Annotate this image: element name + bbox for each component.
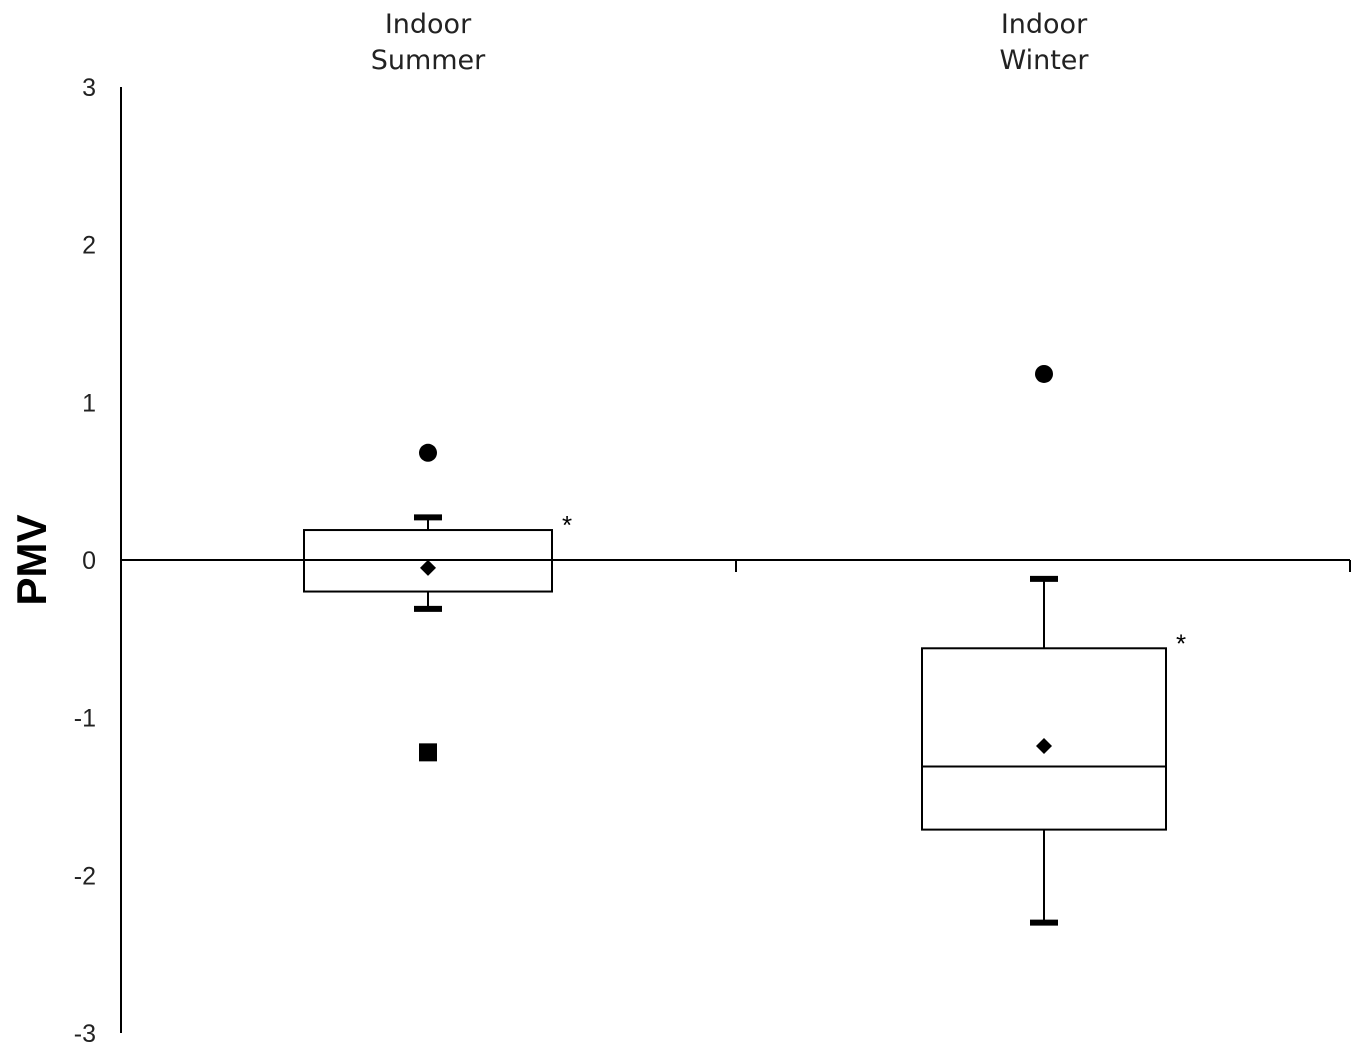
significance-annotation: * (1176, 628, 1186, 658)
category-label-line: Indoor (385, 9, 472, 40)
y-axis-title: PMV (8, 514, 55, 605)
significance-annotation: * (562, 510, 572, 540)
box-group: * (921, 364, 1186, 926)
category-label-line: Winter (999, 45, 1089, 76)
box-series: ** (303, 364, 1186, 926)
y-tick-label: -2 (74, 862, 96, 890)
min-point (419, 743, 437, 762)
mean-marker (1036, 738, 1052, 755)
y-tick-label: 0 (82, 547, 96, 575)
box-group: * (303, 443, 572, 762)
category-label-line: Indoor (1001, 9, 1088, 40)
mean-marker (420, 559, 436, 576)
y-tick-label: 2 (82, 232, 96, 260)
category-labels: Indoor Summer Indoor Winter (371, 9, 1090, 76)
y-tick-labels: 3 2 1 0 -1 -2 -3 (74, 74, 96, 1048)
max-point (419, 443, 437, 462)
y-tick-label: -3 (74, 1020, 96, 1048)
category-label-line: Summer (371, 45, 486, 76)
y-tick-label: -1 (74, 705, 96, 733)
max-point (1035, 364, 1053, 383)
y-tick-label: 1 (82, 389, 96, 417)
y-tick-label: 3 (82, 74, 96, 102)
